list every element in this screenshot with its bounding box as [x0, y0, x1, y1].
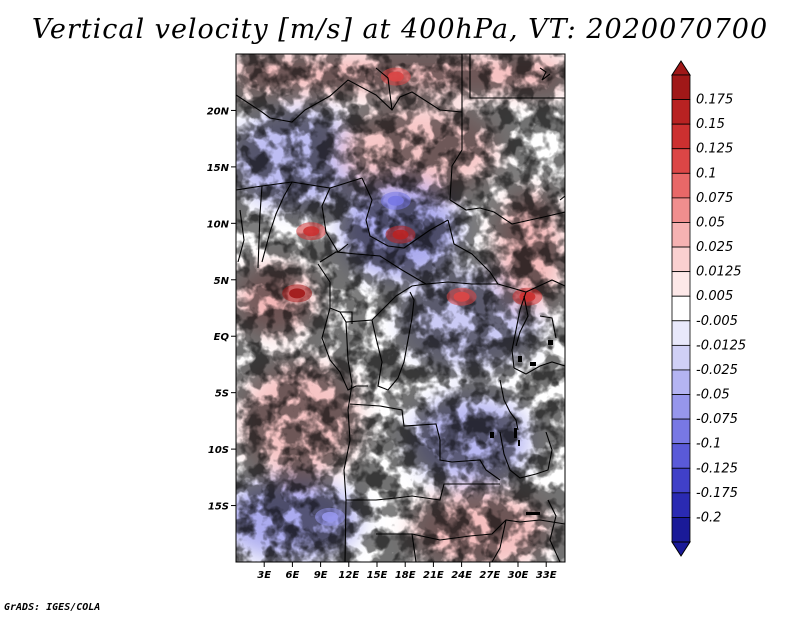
colorbar-top-arrow — [671, 60, 691, 76]
feature-updraft-cameroon-coast — [289, 288, 306, 299]
colorbar-label: 0.125 — [696, 142, 733, 157]
x-tick-label: 3E — [257, 570, 271, 581]
y-tick-label: 10S — [208, 445, 229, 456]
x-tick-label: 30E — [508, 570, 529, 581]
x-tick-label: 27E — [479, 570, 500, 581]
colorbar-label: 0.0125 — [696, 265, 742, 280]
colorbar-label: -0.025 — [696, 363, 738, 378]
feature-downdraft-angola — [322, 511, 338, 522]
colorbar-swatch — [671, 344, 691, 371]
feature-downdraft-sahel — [387, 195, 404, 206]
x-tick-label: 21E — [423, 570, 444, 581]
y-axis: 20N 15N 10N 5N EQ 5S 10S 15S — [207, 106, 236, 513]
colorbar-label: 0.1 — [696, 166, 717, 181]
colorbar-swatch — [671, 148, 691, 174]
x-tick-label: 24E — [451, 570, 472, 581]
colorbar-swatch — [671, 99, 691, 125]
grads-credit: GrADS: IGES/COLA — [4, 602, 101, 613]
colorbar-label: 0.005 — [696, 289, 733, 304]
colorbar-swatch — [671, 467, 691, 494]
lakes — [490, 340, 553, 515]
feature-updraft-congo-north — [453, 291, 470, 302]
colorbar-label: -0.175 — [696, 486, 738, 501]
feature-updraft-chad-west — [303, 226, 320, 237]
y-tick-label: 5N — [214, 276, 230, 287]
colorbar-label: 0.175 — [696, 93, 733, 108]
colorbar-swatch — [671, 271, 691, 297]
colorbar-label: -0.05 — [696, 388, 730, 403]
colorbar-label: -0.075 — [696, 412, 738, 427]
colorbar-swatch — [671, 197, 691, 223]
colorbar-label: -0.2 — [696, 510, 721, 525]
colorbar-label: 0.15 — [696, 117, 725, 132]
colorbar-label: -0.125 — [696, 461, 738, 476]
colorbar-swatch — [671, 418, 691, 445]
y-tick-label: 5S — [215, 389, 229, 400]
y-tick-label: 15S — [208, 502, 229, 513]
feature-updraft-east-africa — [519, 291, 536, 302]
colorbar-label: 0.025 — [696, 240, 733, 255]
colorbar-swatch — [671, 123, 691, 150]
colorbar-swatch — [671, 394, 691, 420]
plot-frame — [235, 53, 566, 563]
y-tick-label: 15N — [207, 163, 230, 174]
colorbar-swatch — [671, 172, 691, 199]
colorbar-swatch — [671, 443, 691, 469]
y-tick-label: 20N — [207, 106, 230, 117]
feature-updraft-central-african-republic — [392, 229, 409, 240]
colorbar-label: -0.0125 — [696, 338, 746, 353]
y-tick-label: 10N — [207, 219, 230, 230]
colorbar-label: 0.075 — [696, 191, 733, 206]
chart-title: Vertical velocity [m/s] at 400hPa, VT: 2… — [31, 14, 769, 45]
country-borders — [236, 54, 565, 562]
x-tick-label: 33E — [536, 570, 557, 581]
colorbar-bottom-arrow — [671, 541, 691, 557]
colorbar-swatch — [671, 517, 691, 543]
colorbar-label: 0.05 — [696, 215, 725, 230]
feature-updraft-libya-north — [387, 71, 404, 82]
x-tick-label: 12E — [338, 570, 359, 581]
colorbar-swatch — [671, 369, 691, 395]
x-tick-label: 9E — [314, 570, 328, 581]
colorbar: 0.175 0.15 0.125 0.1 0.075 0.05 0.025 0.0125 0.0… — [671, 60, 746, 557]
colorbar-label: -0.005 — [696, 314, 738, 329]
x-tick-label: 15E — [367, 570, 388, 581]
field-layer — [236, 54, 565, 562]
colorbar-swatch — [671, 222, 691, 248]
colorbar-label: -0.1 — [696, 437, 721, 452]
colorbar-swatch — [671, 492, 691, 518]
noise-updraft — [236, 54, 565, 562]
y-tick-label: EQ — [214, 332, 230, 343]
x-tick-label: 18E — [395, 570, 416, 581]
colorbar-swatch — [671, 74, 691, 100]
colorbar-swatch — [671, 295, 691, 322]
colorbar-swatch — [671, 246, 691, 273]
x-axis: 3E 6E 9E 12E 15E 18E 21E 24E 27E 30E 33E — [257, 562, 557, 581]
colorbar-swatch — [671, 320, 691, 346]
x-tick-label: 6E — [286, 570, 300, 581]
